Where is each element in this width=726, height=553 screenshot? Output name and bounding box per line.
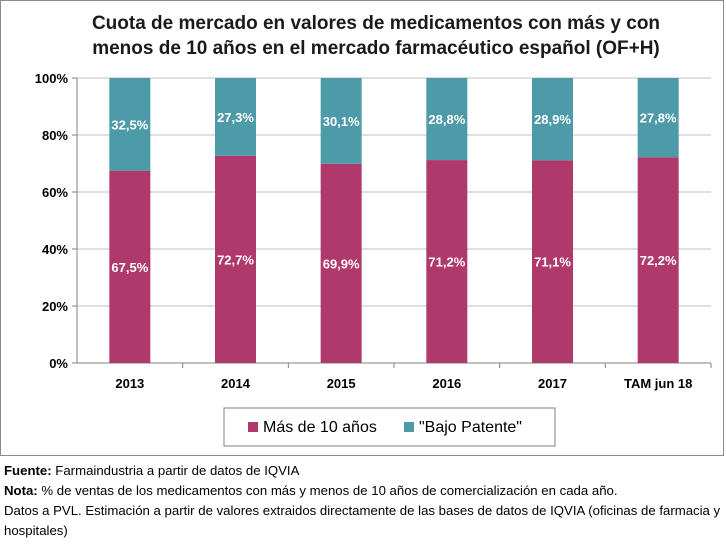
- chart-frame: Cuota de mercado en valores de medicamen…: [0, 0, 724, 456]
- data-label: 28,9%: [534, 112, 571, 127]
- y-tick-label: 80%: [42, 128, 68, 143]
- source-text: Farmaindustria a partir de datos de IQVI…: [55, 463, 300, 478]
- note-label: Nota:: [4, 483, 38, 498]
- bar-chart: Cuota de mercado en valores de medicamen…: [35, 13, 712, 447]
- data-label: 28,8%: [428, 112, 465, 127]
- bar-segment-bajo-patente: [320, 78, 362, 164]
- source-label: Fuente:: [4, 463, 52, 478]
- data-label: 27,8%: [640, 111, 677, 126]
- x-tick-label: TAM jun 18: [624, 376, 692, 391]
- bar-segment-mas-10: [109, 170, 151, 363]
- data-label: 71,1%: [534, 255, 571, 270]
- bar-segment-mas-10: [215, 155, 256, 363]
- bar-segment-mas-10: [532, 160, 573, 363]
- bar-segment-bajo-patente: [215, 78, 256, 156]
- bar-segment-mas-10: [320, 163, 362, 363]
- bar-segment-mas-10: [426, 160, 468, 363]
- legend-box: [223, 407, 556, 447]
- bar-segment-bajo-patente: [532, 78, 573, 161]
- data-note: Datos a PVL. Estimación a partir de valo…: [4, 503, 721, 538]
- y-tick-label: 60%: [42, 185, 68, 200]
- legend-swatch: [404, 422, 414, 432]
- chart-title-line-1: Cuota de mercado en valores de medicamen…: [92, 13, 660, 34]
- y-tick-label: 40%: [42, 242, 68, 257]
- bar-segment-bajo-patente: [426, 78, 468, 161]
- note-text-line: Nota: % de ventas de los medicamentos co…: [4, 481, 722, 501]
- legend-label: Más de 10 años: [263, 419, 377, 436]
- x-tick-label: 2014: [221, 376, 251, 391]
- data-label: 27,3%: [217, 110, 254, 125]
- x-tick-label: 2016: [432, 376, 461, 391]
- bar-segment-mas-10: [637, 157, 679, 363]
- bar-segment-bajo-patente: [109, 78, 151, 171]
- legend-label: "Bajo Patente": [419, 419, 522, 436]
- data-label: 30,1%: [323, 114, 360, 129]
- data-label: 67,5%: [111, 260, 148, 275]
- x-tick-label: 2015: [327, 376, 356, 391]
- data-label: 69,9%: [323, 256, 360, 271]
- chart-title-line-2: menos de 10 años en el mercado farmacéut…: [92, 38, 660, 59]
- x-tick-label: 2013: [115, 376, 144, 391]
- legend-swatch: [248, 422, 258, 432]
- source-note: Fuente: Farmaindustria a partir de datos…: [4, 461, 722, 481]
- y-tick-label: 20%: [42, 299, 68, 314]
- x-tick-label: 2017: [538, 376, 567, 391]
- data-label: 72,7%: [217, 252, 254, 267]
- note-text: % de ventas de los medicamentos con más …: [41, 483, 618, 498]
- bar-segment-bajo-patente: [637, 78, 679, 158]
- y-tick-label: 100%: [35, 71, 69, 86]
- data-label: 71,2%: [428, 255, 465, 270]
- data-label: 72,2%: [640, 253, 677, 268]
- y-tick-label: 0%: [49, 356, 68, 371]
- data-label: 32,5%: [111, 117, 148, 132]
- notes: Fuente: Farmaindustria a partir de datos…: [4, 461, 722, 541]
